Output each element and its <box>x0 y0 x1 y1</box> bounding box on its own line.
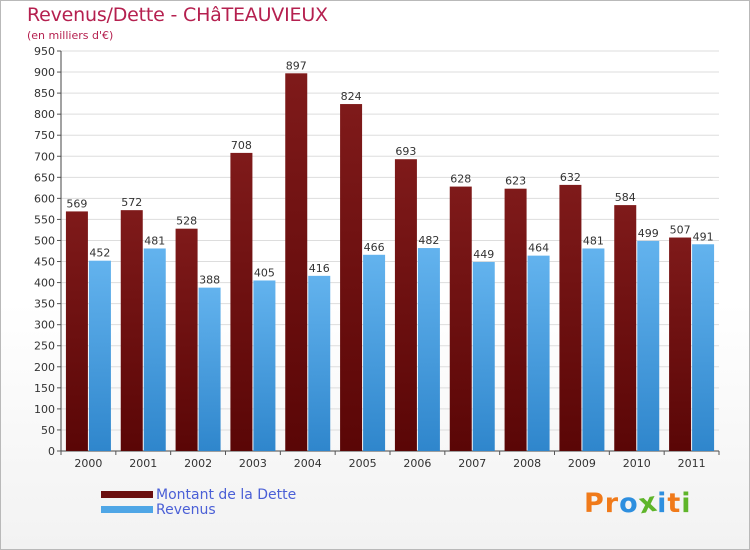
bar-dette <box>449 186 472 451</box>
legend-label-dette: Montant de la Dette <box>156 486 297 503</box>
logo-letter: t <box>667 488 682 519</box>
chart-title: Revenus/Dette - CHâTEAUVIEUX <box>27 4 328 26</box>
x-tick-label: 2007 <box>458 457 486 470</box>
y-tick-label: 650 <box>34 171 55 184</box>
bar-revenus <box>417 248 440 451</box>
y-tick-label: 200 <box>34 361 55 374</box>
bar-dette <box>175 228 198 451</box>
y-tick-label: 500 <box>34 234 55 247</box>
data-label-revenus: 452 <box>89 247 110 260</box>
data-label-revenus: 499 <box>638 227 659 240</box>
y-tick-label: 900 <box>34 66 55 79</box>
y-tick-label: 250 <box>34 340 55 353</box>
y-tick-label: 600 <box>34 192 55 205</box>
y-tick-label: 400 <box>34 277 55 290</box>
x-tick-label: 2002 <box>184 457 212 470</box>
bar-revenus <box>253 280 276 451</box>
bar-revenus <box>308 275 331 451</box>
data-label-dette: 572 <box>121 196 142 209</box>
logo-letter: i <box>681 488 692 519</box>
y-tick-label: 50 <box>41 424 55 437</box>
legend-item-revenus: Revenus <box>101 501 296 518</box>
data-label-dette: 623 <box>505 175 526 188</box>
bar-dette <box>65 211 88 451</box>
data-label-revenus: 466 <box>364 241 385 254</box>
data-label-dette: 708 <box>231 139 252 152</box>
bar-dette <box>230 152 253 452</box>
y-tick-label: 850 <box>34 87 55 100</box>
bar-revenus <box>582 248 605 451</box>
data-label-dette: 632 <box>560 171 581 184</box>
bar-dette <box>285 73 308 451</box>
data-label-dette: 824 <box>341 90 362 103</box>
data-label-revenus: 388 <box>199 274 220 287</box>
y-tick-label: 450 <box>34 256 55 269</box>
x-tick-label: 2001 <box>129 457 157 470</box>
legend-item-dette: Montant de la Dette <box>101 486 297 503</box>
data-label-revenus: 449 <box>473 248 494 261</box>
y-tick-label: 350 <box>34 298 55 311</box>
chart-subtitle: (en milliers d'€) <box>27 29 114 42</box>
bar-revenus <box>88 260 111 451</box>
bar-dette <box>120 210 143 451</box>
legend: Montant de la Dette Revenus <box>101 486 297 518</box>
logo-letter: P <box>584 488 605 519</box>
y-tick-label: 550 <box>34 213 55 226</box>
proxiti-logo: Proxiti <box>584 487 692 521</box>
x-tick-label: 2009 <box>568 457 596 470</box>
logo-letter: i <box>657 488 668 519</box>
y-tick-label: 100 <box>34 403 55 416</box>
data-label-revenus: 482 <box>418 234 439 247</box>
bar-revenus <box>527 255 550 451</box>
y-tick-label: 750 <box>34 129 55 142</box>
data-label-dette: 569 <box>66 197 87 210</box>
data-label-revenus: 416 <box>309 262 330 275</box>
bar-revenus <box>637 240 660 451</box>
data-label-dette: 628 <box>450 173 471 186</box>
data-label-revenus: 481 <box>583 234 604 247</box>
data-label-dette: 584 <box>615 191 636 204</box>
data-label-dette: 693 <box>395 145 416 158</box>
data-label-dette: 897 <box>286 59 307 72</box>
data-label-revenus: 405 <box>254 266 275 279</box>
x-tick-label: 2010 <box>623 457 651 470</box>
x-tick-label: 2005 <box>349 457 377 470</box>
x-tick-label: 2003 <box>239 457 267 470</box>
y-tick-label: 950 <box>34 45 55 58</box>
legend-label-revenus: Revenus <box>156 501 216 518</box>
y-tick-label: 300 <box>34 319 55 332</box>
legend-swatch-revenus <box>101 506 153 513</box>
bar-dette <box>669 237 692 451</box>
data-label-revenus: 481 <box>144 234 165 247</box>
logo-letter: r <box>604 488 620 519</box>
bar-dette <box>340 104 363 451</box>
x-tick-label: 2008 <box>513 457 541 470</box>
bar-revenus <box>198 287 221 451</box>
x-tick-label: 2004 <box>294 457 322 470</box>
bar-dette <box>559 184 582 452</box>
data-label-revenus: 491 <box>693 230 714 243</box>
data-label-revenus: 464 <box>528 242 549 255</box>
x-tick-label: 2006 <box>403 457 431 470</box>
y-tick-label: 800 <box>34 108 55 121</box>
bar-revenus <box>692 244 715 451</box>
bar-revenus <box>363 254 386 451</box>
x-tick-label: 2000 <box>74 457 102 470</box>
logo-letter: o <box>619 488 639 519</box>
bar-revenus <box>472 261 495 451</box>
y-tick-label: 150 <box>34 382 55 395</box>
y-tick-label: 0 <box>48 445 55 458</box>
legend-swatch-dette <box>101 491 153 498</box>
data-label-dette: 528 <box>176 215 197 228</box>
bar-revenus <box>143 248 166 451</box>
x-tick-label: 2011 <box>678 457 706 470</box>
bar-dette <box>394 159 417 452</box>
y-tick-label: 700 <box>34 150 55 163</box>
bar-dette <box>614 205 637 451</box>
bar-dette <box>504 188 527 451</box>
data-label-dette: 507 <box>670 224 691 237</box>
